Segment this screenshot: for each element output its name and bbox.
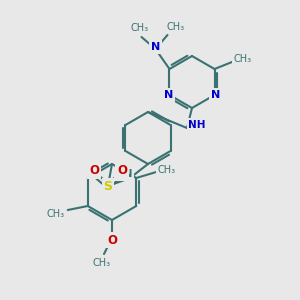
Text: CH₃: CH₃ [93,258,111,268]
Text: NH: NH [188,120,206,130]
Text: O: O [117,164,127,178]
Text: O: O [89,164,99,178]
Text: N: N [164,90,173,100]
Text: S: S [103,179,112,193]
Text: CH₃: CH₃ [233,54,252,64]
Text: N: N [211,90,220,100]
Text: HN: HN [115,169,133,179]
Text: CH₃: CH₃ [157,165,175,175]
Text: CH₃: CH₃ [47,209,65,219]
Text: N: N [151,42,160,52]
Text: CH₃: CH₃ [167,22,184,32]
Text: O: O [107,233,117,247]
Text: CH₃: CH₃ [130,23,148,33]
